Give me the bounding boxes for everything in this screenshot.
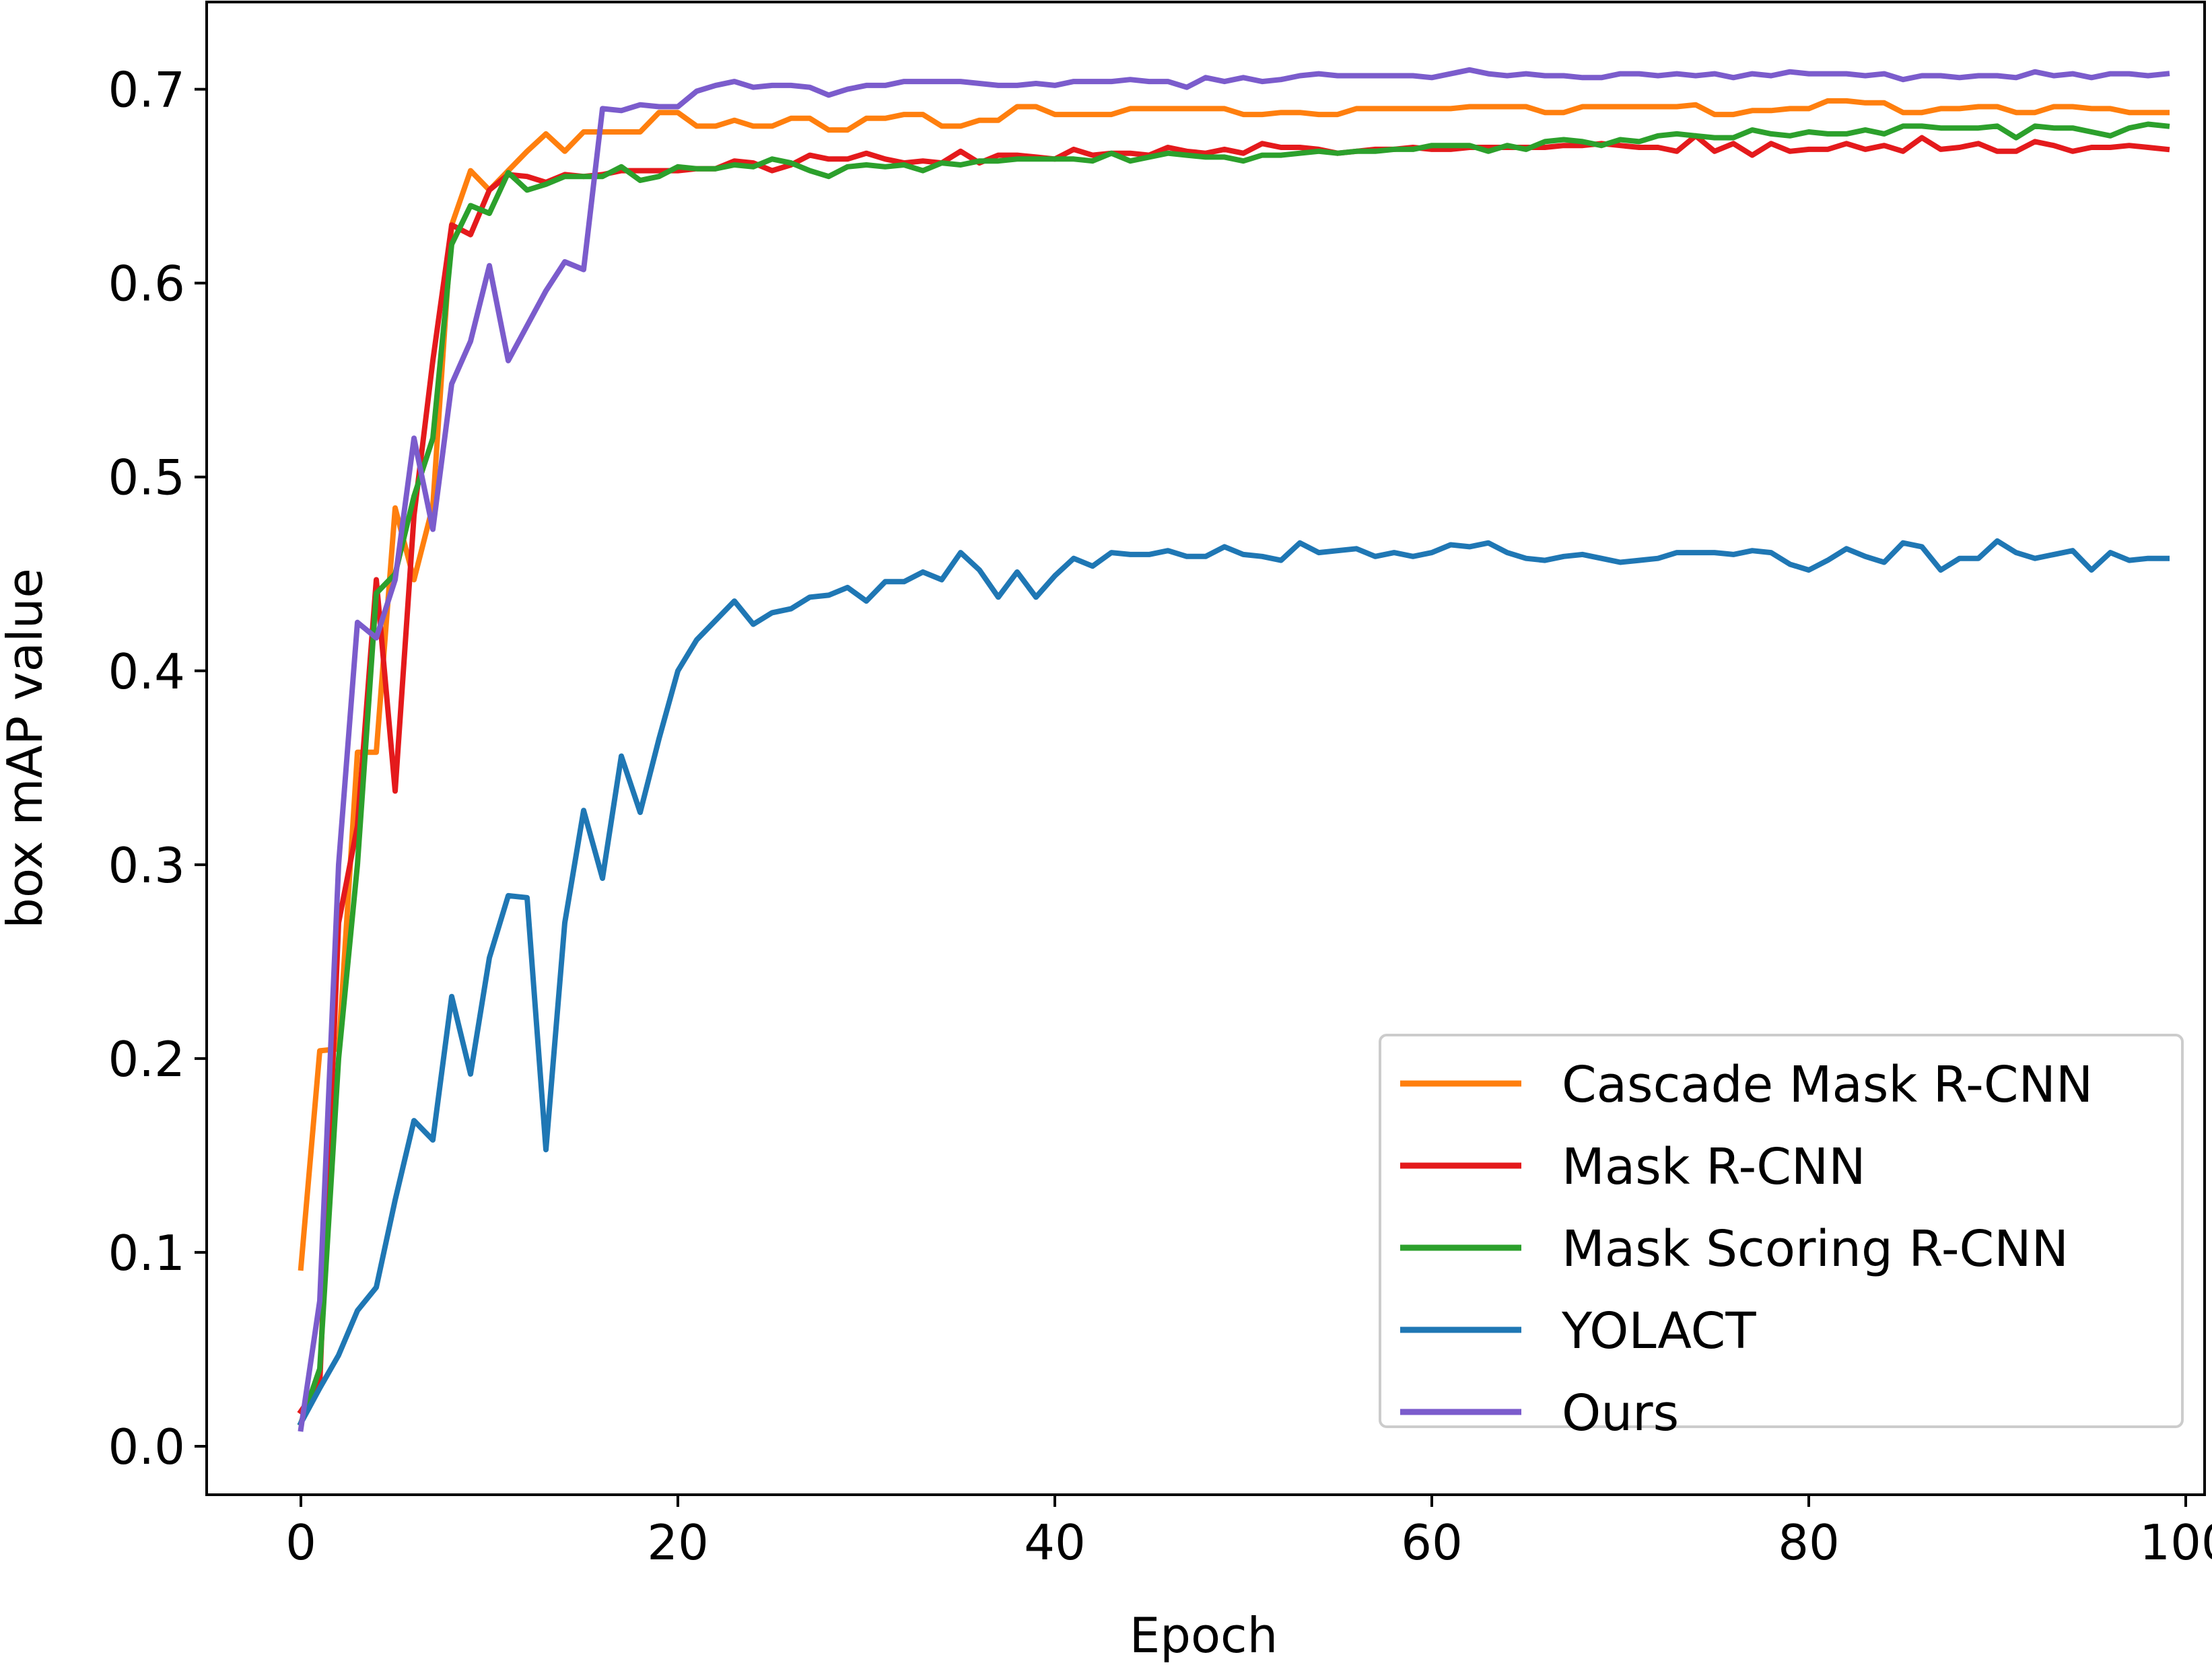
legend-entry-label: Mask Scoring R-CNN — [1562, 1220, 2069, 1278]
series-line-yolact — [297, 538, 2170, 1427]
legend-box — [1379, 1034, 2184, 1428]
y-tick-label: 0.3 — [108, 837, 185, 894]
y-axis-label: box mAP value — [0, 568, 53, 928]
series-layer — [297, 67, 2170, 1432]
series-line-ours — [298, 67, 2170, 1432]
x-tick-label: 80 — [1778, 1514, 1840, 1571]
legend-entry-label: Mask R-CNN — [1562, 1138, 1866, 1196]
series-line-cascade-mask-r-cnn — [298, 98, 2170, 1271]
x-axis-label: Epoch — [1130, 1607, 1278, 1664]
x-tick-label: 60 — [1401, 1514, 1463, 1571]
plot-frame — [205, 1, 2206, 1496]
legend-entry-label: Ours — [1562, 1384, 1679, 1442]
x-tick-label: 20 — [647, 1514, 709, 1571]
y-tick-label: 0.1 — [108, 1225, 185, 1281]
axes-layer: 0 20 40 60 80 100 0.0 0.1 0.2 0.3 0.4 0.5 0.6 0.7 — [108, 1, 2212, 1571]
y-tick-label: 0.0 — [108, 1419, 185, 1475]
y-tick-label: 0.6 — [108, 256, 185, 312]
series-line-mask-scoring-r-cnn — [297, 121, 2170, 1427]
x-tick-label: 100 — [2139, 1514, 2212, 1571]
x-tick-label: 0 — [285, 1514, 316, 1571]
legend-entry-label: Cascade Mask R-CNN — [1562, 1056, 2093, 1114]
y-tick-label: 0.5 — [108, 450, 185, 506]
y-tick-label: 0.2 — [108, 1031, 185, 1088]
legend: Cascade Mask R-CNN Mask R-CNN Mask Scoring… — [1379, 1034, 2184, 1442]
y-tick-label: 0.4 — [108, 643, 185, 700]
legend-entry-label: YOLACT — [1561, 1302, 1756, 1360]
x-tick-label: 40 — [1024, 1514, 1086, 1571]
y-tick-label: 0.7 — [108, 62, 185, 118]
